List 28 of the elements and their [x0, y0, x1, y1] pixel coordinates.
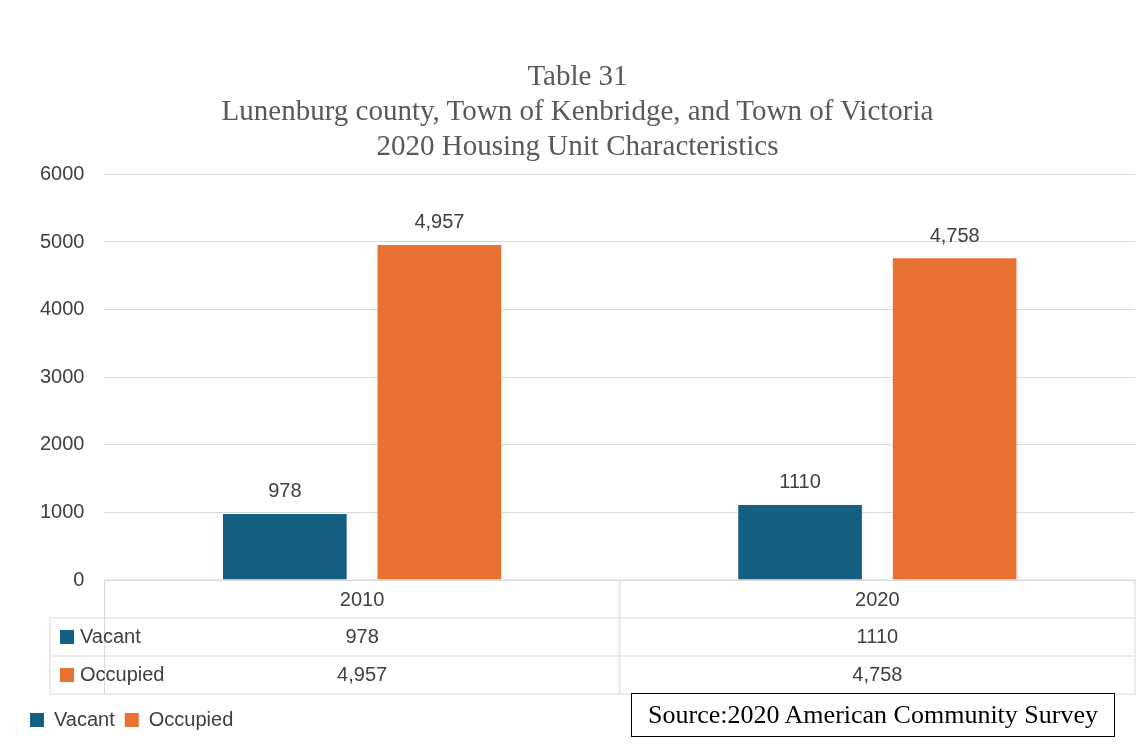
text: Vacant — [54, 707, 115, 730]
bar — [738, 504, 862, 580]
text: 4,957 — [414, 210, 465, 233]
legend-label: Occupied — [148, 707, 234, 730]
x-tick-label: 2010 — [339, 587, 385, 610]
text: 1110 — [779, 470, 821, 493]
text: Occupied — [80, 662, 165, 685]
bar — [377, 244, 502, 580]
x-tick-label: 2020 — [855, 587, 900, 610]
y-tick-label: 4000 — [39, 297, 85, 320]
data-label: 1110 — [856, 624, 899, 647]
bar — [892, 258, 1017, 580]
text: 4,758 — [929, 223, 980, 246]
data-label: 978 — [345, 624, 379, 647]
y-tick-label: 2000 — [39, 432, 85, 455]
y-tick-label: 6000 — [39, 161, 85, 184]
y-tick-label: 3000 — [39, 364, 85, 387]
legend-label: Vacant — [80, 624, 142, 647]
y-tick-label: 0 — [73, 567, 85, 590]
y-tick-label: 5000 — [39, 229, 85, 252]
bar — [223, 513, 347, 580]
source-note: Source:2020 American Community Survey — [631, 693, 1115, 737]
chart-title: Table 31 — [527, 59, 628, 92]
y-tick-label: 1000 — [39, 499, 85, 522]
data-label: 4,957 — [337, 662, 388, 685]
chart-subtitle: Lunenburg county, Town of Kenbridge, and Town of Victoria 2020 Housing Unit Characteristics — [221, 93, 934, 161]
text: 978 — [268, 479, 302, 502]
data-label: 4,758 — [852, 662, 903, 685]
